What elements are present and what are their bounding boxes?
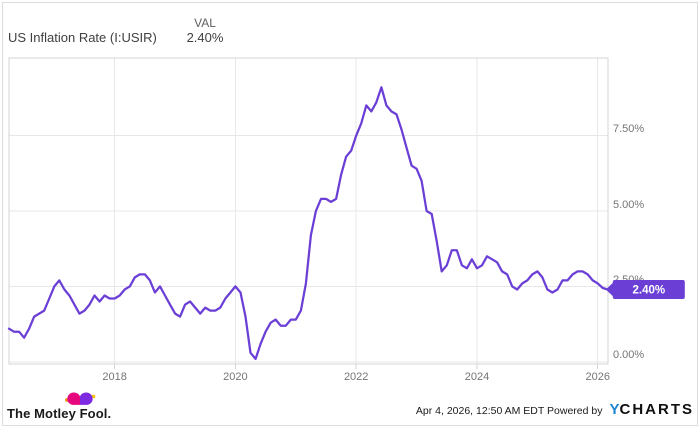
x-axis-tick-label: 2024 [464, 371, 490, 383]
y-axis-tick-label: 5.00% [613, 198, 645, 211]
x-axis-tick-label: 2022 [343, 371, 369, 383]
hat-bell-right [91, 394, 96, 399]
y-axis-tick-label: 7.50% [613, 123, 645, 136]
badge-value: 2.40% [632, 284, 665, 296]
ycharts-charts: CHARTS [619, 401, 694, 418]
val-column-header: VAL [194, 16, 216, 30]
badge-box [612, 279, 685, 299]
chart-plot-area[interactable] [9, 58, 608, 364]
ycharts-logo: YCHARTS [609, 401, 694, 418]
y-axis-tick-label: 2.50% [613, 273, 645, 286]
x-axis-tick-label: 2020 [223, 371, 248, 383]
motley-fool-jester-hat-icon [64, 392, 96, 405]
ycharts-y: Y [609, 401, 620, 418]
chart-title: US Inflation Rate (I:USIR) [8, 30, 157, 45]
val-current-value: 2.40% [186, 30, 224, 45]
y-axis-tick-label: 0.00% [613, 349, 645, 362]
timestamp: Apr 4, 2026, 12:50 AM EDT Powered by [415, 405, 603, 417]
x-axis-tick-label: 2026 [585, 371, 610, 383]
hat-right-lobe [80, 392, 93, 405]
hat-left-lobe [67, 392, 80, 405]
footer-attribution: Apr 4, 2026, 12:50 AM EDT Powered by YCH… [416, 401, 694, 418]
x-axis-tick-label: 2018 [102, 371, 127, 383]
motley-fool-logo-text: The Motley Fool. [7, 406, 112, 421]
